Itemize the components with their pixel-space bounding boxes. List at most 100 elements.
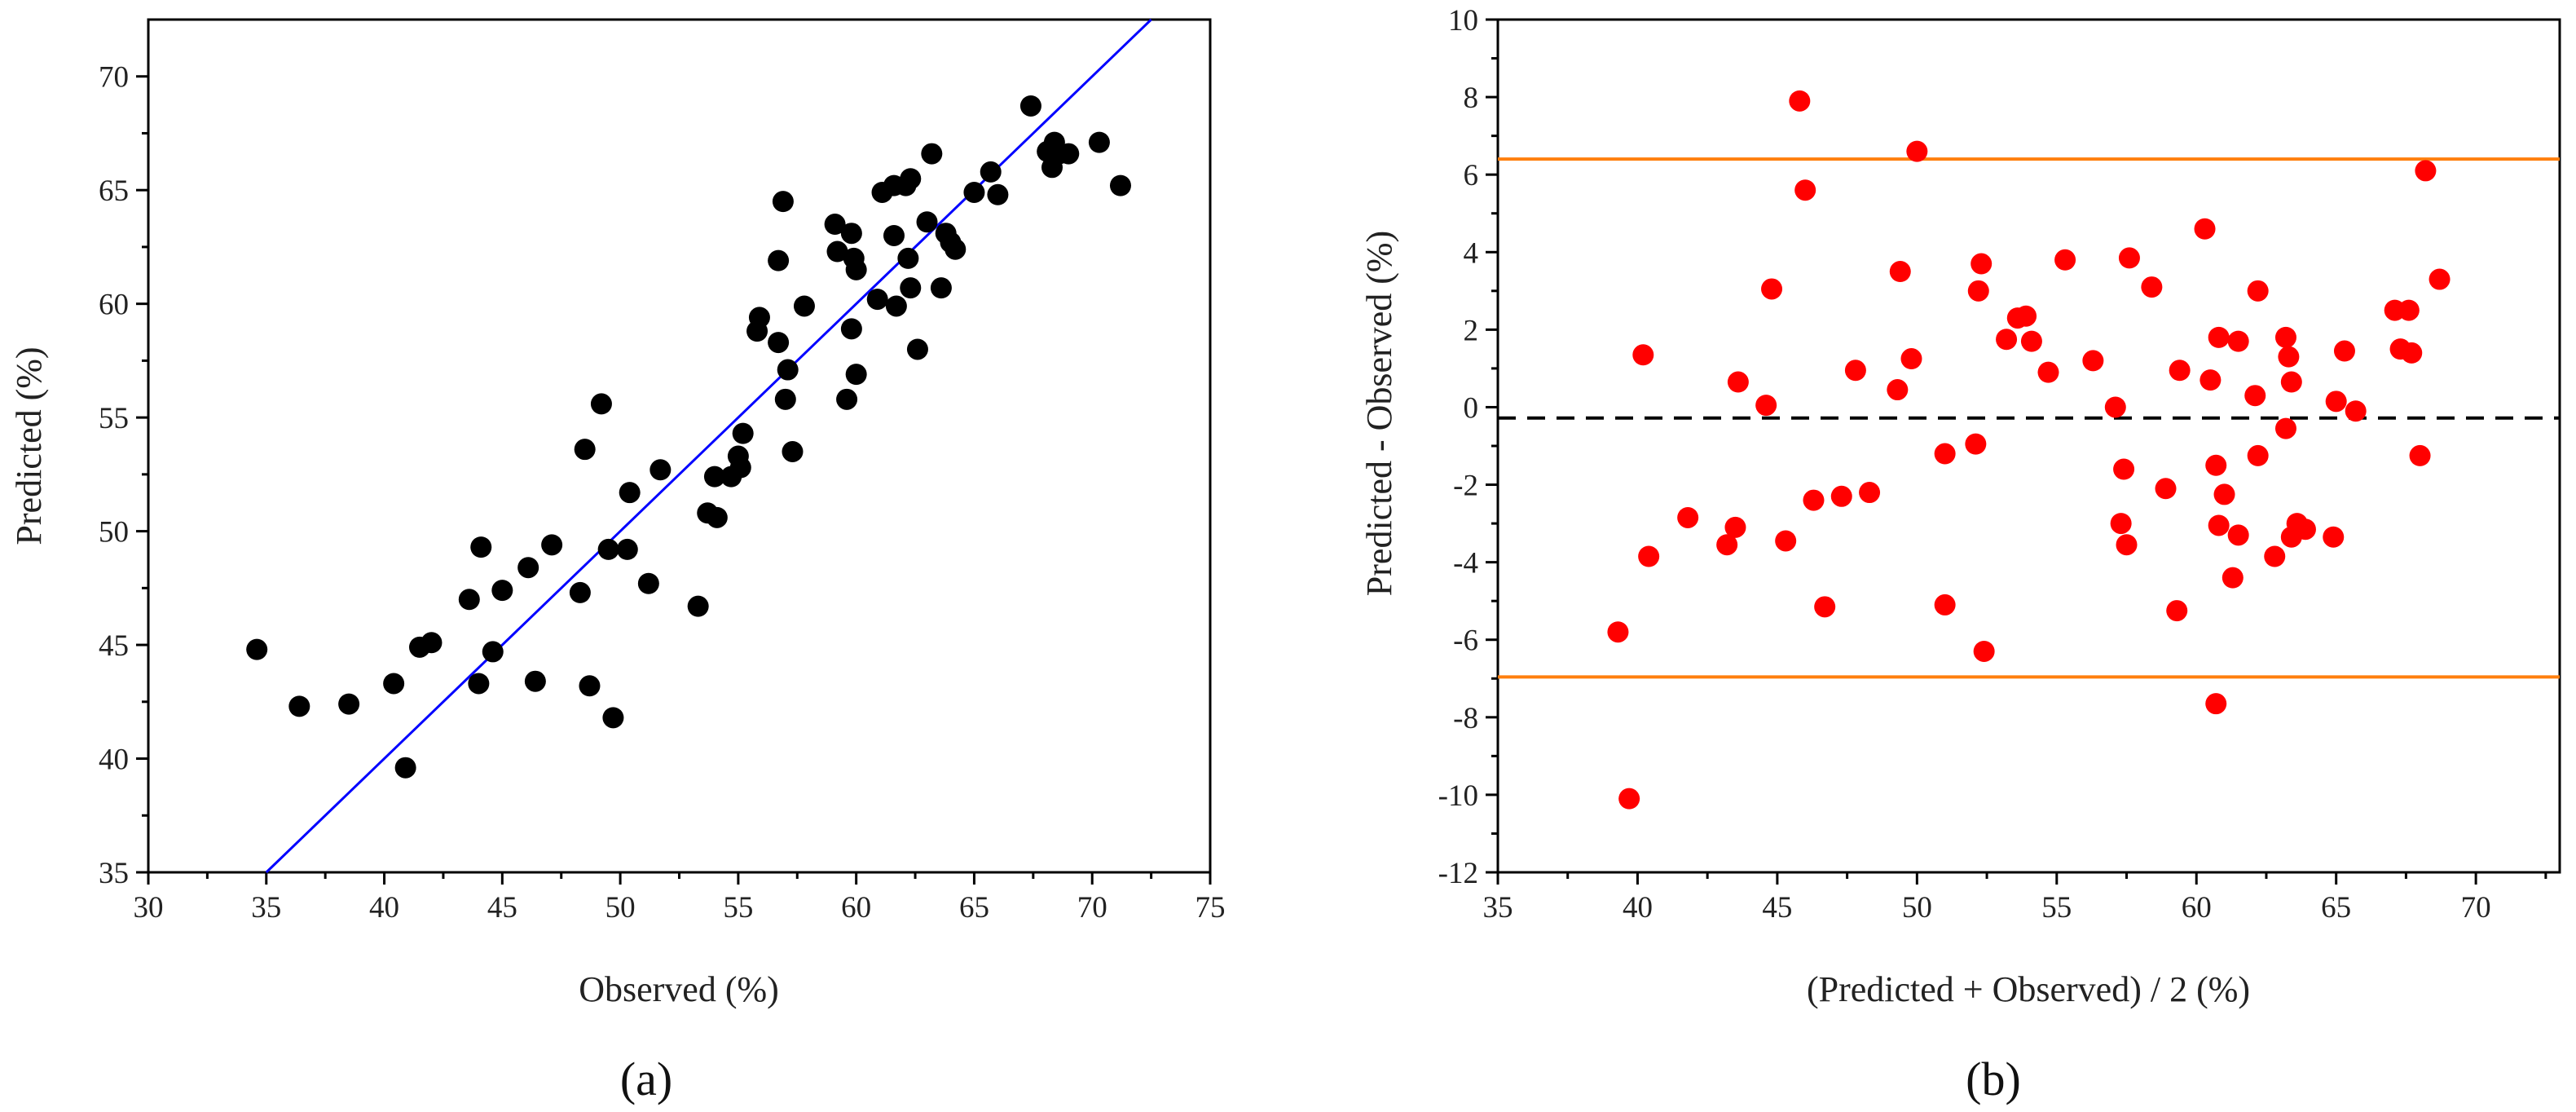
data-point	[1971, 253, 1993, 275]
data-point	[840, 223, 862, 245]
data-point	[2264, 545, 2286, 567]
data-point	[945, 238, 967, 260]
panel-b-x-tick-label: 55	[2041, 891, 2072, 924]
data-point	[900, 168, 922, 190]
panel-b-x-tick-label: 35	[1483, 891, 1513, 924]
panel-b-x-tick-label: 65	[2321, 891, 2351, 924]
data-point	[687, 595, 709, 617]
data-point	[491, 580, 513, 602]
data-point	[1965, 433, 1987, 455]
data-point	[1677, 506, 1699, 528]
data-point	[2141, 276, 2163, 298]
data-point	[2222, 567, 2244, 589]
data-point	[885, 295, 907, 317]
data-point	[579, 675, 601, 697]
panel-b-x-tick-label: 40	[1623, 891, 1653, 924]
data-point	[619, 482, 641, 504]
data-point	[706, 506, 728, 528]
data-point	[774, 388, 796, 410]
panel-b-y-tick-label: -12	[1438, 857, 1478, 890]
data-point	[2169, 360, 2191, 382]
data-point	[768, 332, 790, 354]
panel-a-x-tick-label: 40	[369, 891, 399, 924]
data-point	[1607, 621, 1629, 643]
data-point	[2428, 268, 2451, 290]
data-point	[840, 318, 862, 340]
data-point	[845, 364, 867, 386]
data-point	[768, 249, 790, 271]
data-point	[2247, 280, 2269, 302]
data-point	[987, 183, 1009, 205]
panel-a-points	[246, 95, 1131, 779]
data-point	[1889, 261, 1911, 283]
data-point	[963, 181, 985, 203]
data-point	[2278, 346, 2300, 368]
panel-a-label: (a)	[620, 1052, 672, 1105]
panel-b-y-tick-label: 6	[1464, 159, 1479, 192]
data-point	[793, 295, 815, 317]
panel-a-x-axis-title: Observed (%)	[579, 969, 779, 1009]
panel-a-reference-line-group	[265, 18, 1152, 874]
data-point	[569, 581, 591, 603]
panel-b-reference-lines	[1498, 157, 2560, 679]
data-point	[2227, 330, 2249, 352]
panel-b-y-tick-label: -2	[1453, 470, 1478, 503]
data-point	[2155, 478, 2177, 500]
panel-a-y-tick-label: 40	[99, 744, 129, 777]
panel-a-x-tick-label: 30	[134, 891, 164, 924]
data-point	[2244, 385, 2266, 407]
panel-a-x-tick-label: 35	[251, 891, 281, 924]
data-point	[2333, 340, 2355, 362]
data-point	[930, 277, 952, 299]
panel-a-x-tick-label: 50	[605, 891, 636, 924]
panel-a-y-tick-label: 60	[99, 289, 129, 322]
panel-b-points	[1607, 90, 2451, 810]
data-point	[2015, 305, 2037, 327]
data-point	[2194, 218, 2216, 240]
data-point	[1638, 545, 1660, 567]
panel-b-x-tick-label: 45	[1762, 891, 1792, 924]
panel-a-y-tick-label: 65	[99, 174, 129, 208]
data-point	[394, 757, 416, 779]
data-point	[906, 338, 928, 360]
data-point	[866, 289, 888, 311]
data-point	[1618, 788, 1640, 810]
data-point	[1900, 348, 1922, 370]
data-point	[772, 191, 794, 213]
data-point	[1727, 371, 1749, 393]
data-point	[1934, 594, 1956, 616]
data-point	[2227, 524, 2249, 546]
data-point	[541, 534, 563, 556]
data-point	[2037, 361, 2059, 383]
data-point	[2113, 458, 2135, 480]
data-point	[845, 258, 867, 280]
identity-line	[265, 18, 1152, 874]
data-point	[836, 388, 858, 410]
data-point	[980, 161, 1002, 183]
data-point	[2213, 483, 2235, 505]
data-point	[2110, 513, 2132, 535]
panel-b-y-tick-label: -6	[1453, 624, 1478, 658]
panel-a-y-tick-label: 70	[99, 61, 129, 95]
panel-b-y-tick-label: 2	[1464, 314, 1479, 347]
data-point	[732, 422, 754, 444]
data-point	[2205, 693, 2227, 715]
data-point	[468, 673, 490, 695]
panel-b-x-tick-label: 70	[2461, 891, 2491, 924]
data-point	[338, 693, 360, 715]
data-point	[1973, 640, 1995, 662]
panel-b-y-tick-label: 10	[1448, 4, 1478, 38]
panel-b-y-tick-label: -10	[1438, 779, 1478, 813]
panel-b-y-tick-label: 8	[1464, 82, 1479, 115]
data-point	[2054, 249, 2076, 271]
panel-a-y-tick-label: 35	[99, 857, 129, 890]
data-point	[1775, 530, 1797, 552]
panel-b-label: (b)	[1966, 1052, 2021, 1105]
data-point	[2274, 326, 2296, 348]
data-point	[2247, 444, 2269, 466]
data-point	[782, 440, 804, 462]
data-point	[2020, 330, 2042, 352]
